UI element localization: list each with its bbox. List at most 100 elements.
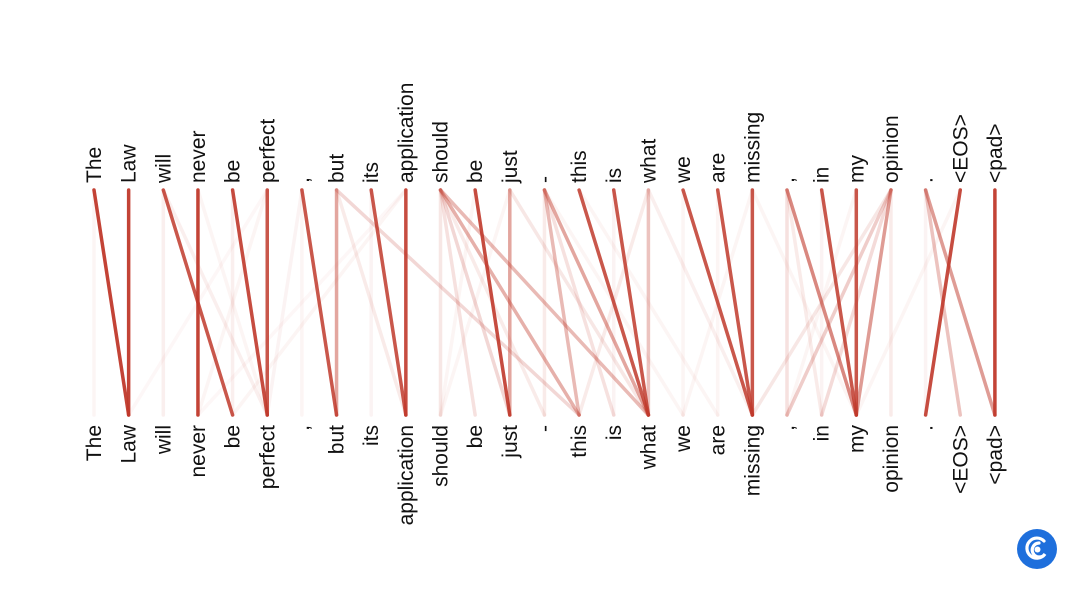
top-token-label: . xyxy=(915,177,938,183)
top-token-label: this xyxy=(568,150,591,183)
attention-link xyxy=(646,188,755,417)
attention-link xyxy=(577,188,720,417)
bottom-token-label: be xyxy=(464,425,487,448)
attention-link xyxy=(230,188,269,417)
attention-link xyxy=(438,188,512,417)
bottom-token-label: never xyxy=(187,425,210,478)
top-token-label: <pad> xyxy=(984,123,1007,183)
top-token-label: be xyxy=(222,160,245,183)
bottom-token-label: opinion xyxy=(880,425,903,493)
top-token-label: perfect xyxy=(256,119,279,183)
top-token-label: The xyxy=(83,147,106,183)
attention-link xyxy=(542,188,616,417)
top-token-label: <EOS> xyxy=(949,114,972,183)
top-token-label: are xyxy=(707,153,730,183)
bottom-token-label: but xyxy=(326,425,349,454)
bottom-token-label: should xyxy=(430,425,453,487)
bottom-token-label: - xyxy=(533,425,556,432)
bottom-token-label: , xyxy=(291,425,314,431)
attention-links xyxy=(92,188,997,417)
attention-link xyxy=(369,188,408,417)
top-token-label: will xyxy=(152,154,175,184)
bottom-token-label: <pad> xyxy=(984,425,1007,485)
attention-link xyxy=(438,188,477,417)
attention-link xyxy=(438,188,651,417)
top-token-label: its xyxy=(360,162,383,183)
attention-link xyxy=(785,188,893,417)
bottom-token-label: Law xyxy=(118,424,141,463)
attention-link xyxy=(785,188,824,417)
top-token-label: opinion xyxy=(880,115,903,183)
attention-link xyxy=(750,188,859,417)
attention-link xyxy=(265,188,304,417)
bottom-token-label: its xyxy=(360,425,383,446)
attention-link xyxy=(542,188,581,417)
attention-link xyxy=(230,188,408,417)
top-token-label: but xyxy=(326,154,349,183)
top-token-label: what xyxy=(637,138,660,184)
attention-link xyxy=(785,188,859,417)
logo-badge xyxy=(1016,528,1058,570)
attention-link xyxy=(681,188,755,417)
top-token-label: should xyxy=(430,121,453,183)
bottom-token-label: missing xyxy=(741,425,764,496)
top-token-label: just xyxy=(499,150,522,184)
bottom-token-label: <EOS> xyxy=(949,425,972,494)
bottom-token-labels: The Law will never be perfect, but its applicati… xyxy=(83,424,1007,525)
attention-link xyxy=(612,188,651,417)
top-token-labels: The Law will never be perfect, but its applicati… xyxy=(83,83,1007,184)
attention-link xyxy=(923,188,997,417)
attention-link xyxy=(854,188,962,417)
attention-link xyxy=(819,188,859,417)
bottom-token-label: this xyxy=(568,425,591,458)
attention-link xyxy=(715,188,755,417)
attention-link xyxy=(542,188,651,417)
attention-link xyxy=(577,188,651,417)
top-token-label: we xyxy=(672,156,695,184)
top-token-label: never xyxy=(187,130,210,183)
bottom-token-label: will xyxy=(152,425,175,455)
bottom-token-label: in xyxy=(811,425,834,441)
attention-link xyxy=(438,188,512,417)
top-token-label: Law xyxy=(118,144,141,183)
attention-link xyxy=(196,188,269,417)
top-token-label: in xyxy=(811,167,834,183)
bottom-token-label: what xyxy=(637,425,660,471)
top-token-label: - xyxy=(533,176,556,183)
top-token-label: missing xyxy=(741,112,764,183)
bottom-token-label: we xyxy=(672,425,695,453)
top-token-label: application xyxy=(395,83,418,183)
attention-link xyxy=(438,188,477,417)
bottom-token-label: . xyxy=(915,425,938,431)
attention-link xyxy=(681,188,755,417)
top-token-label: be xyxy=(464,160,487,183)
attention-link xyxy=(438,188,581,417)
attention-link xyxy=(92,188,131,417)
bottom-token-label: my xyxy=(845,425,868,453)
attention-link xyxy=(923,188,962,417)
bottom-token-label: is xyxy=(603,425,626,440)
attention-link xyxy=(300,188,339,417)
attention-link xyxy=(508,188,651,417)
bottom-token-label: The xyxy=(83,425,106,461)
bottom-token-label: be xyxy=(222,425,245,448)
attention-link xyxy=(750,188,893,417)
bottom-token-label: are xyxy=(707,425,730,455)
bottom-token-label: application xyxy=(395,425,418,525)
top-token-label: is xyxy=(603,168,626,183)
attention-link xyxy=(196,188,269,417)
bottom-token-label: perfect xyxy=(256,425,279,489)
swirl-logo-icon xyxy=(1017,529,1057,569)
attention-link xyxy=(161,188,269,417)
attention-link xyxy=(785,188,859,417)
attention-link xyxy=(334,188,408,417)
attention-link xyxy=(819,188,893,417)
attention-link xyxy=(473,188,512,417)
top-token-label: my xyxy=(845,155,868,183)
attention-link xyxy=(577,188,651,417)
bottom-token-label: , xyxy=(776,425,799,431)
attention-link xyxy=(196,188,408,417)
top-token-label: , xyxy=(776,177,799,183)
attention-link xyxy=(854,188,893,417)
